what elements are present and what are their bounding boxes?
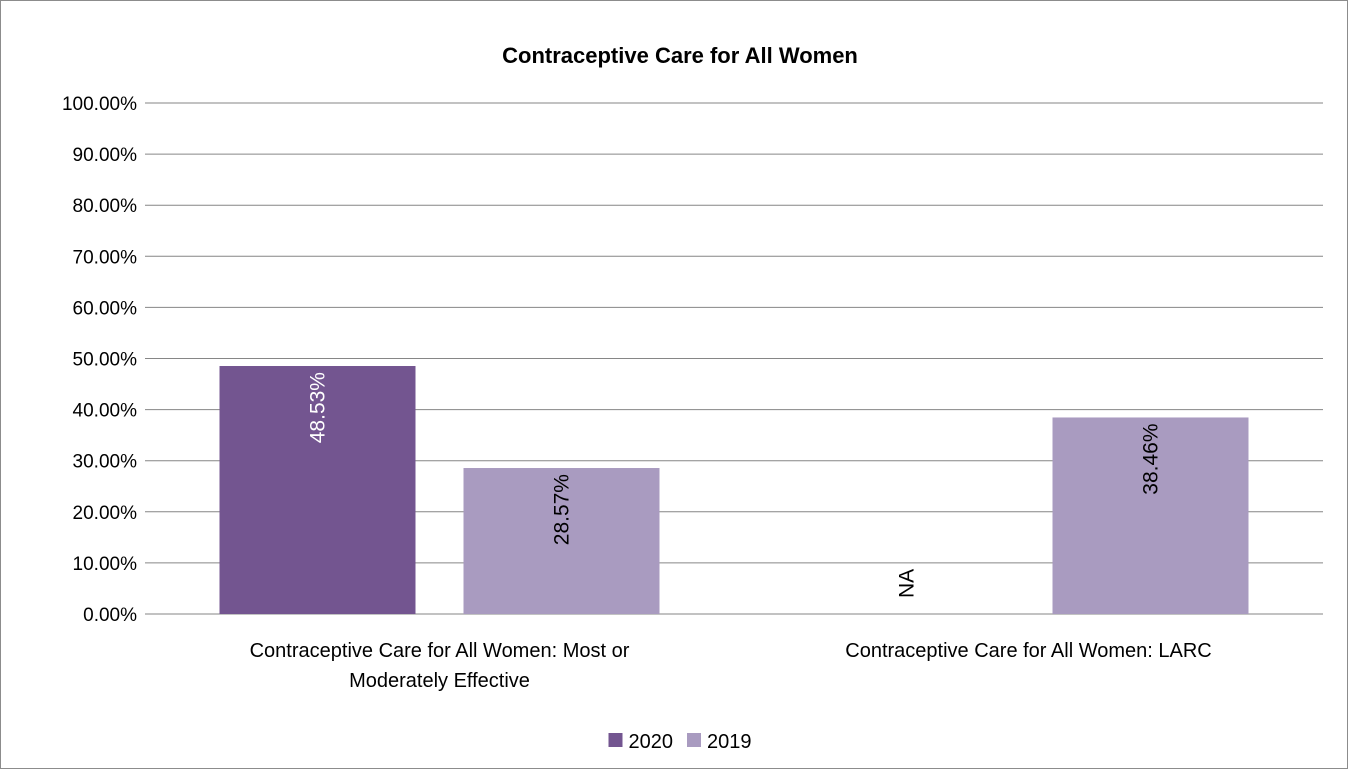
legend-label: 2019 bbox=[707, 731, 752, 753]
y-tick-label: 30.00% bbox=[73, 452, 138, 473]
y-tick-label: 80.00% bbox=[73, 196, 138, 217]
y-tick-label: 70.00% bbox=[73, 247, 138, 268]
y-tick-label: 60.00% bbox=[73, 298, 138, 319]
y-tick-label: 10.00% bbox=[73, 554, 138, 575]
legend: 2020 2019 bbox=[608, 731, 752, 753]
legend-swatch-2020 bbox=[608, 733, 623, 747]
x-category-label: Contraceptive Care for All Women: LARC bbox=[845, 640, 1211, 662]
y-tick-label: 90.00% bbox=[73, 145, 138, 166]
legend-swatch-2019 bbox=[687, 733, 701, 747]
data-label: NA bbox=[896, 569, 919, 598]
y-axis-tick-labels: 0.00% 10.00% 20.00% 30.00% 40.00% 50.00% 60.00… bbox=[62, 94, 137, 626]
chart-title: Contraceptive Care for All Women bbox=[502, 43, 858, 68]
y-tick-label: 20.00% bbox=[73, 503, 138, 524]
data-labels: 48.53% 28.57% NA 38.46% bbox=[307, 372, 1163, 598]
bar-2019 bbox=[463, 468, 660, 614]
x-category-label: Moderately Effective bbox=[349, 670, 530, 692]
y-tick-label: 40.00% bbox=[73, 401, 138, 422]
legend-label: 2020 bbox=[629, 731, 674, 753]
x-axis-category-labels: Contraceptive Care for All Women: Most o… bbox=[250, 640, 1212, 692]
data-label: 48.53% bbox=[307, 372, 330, 443]
data-label: 38.46% bbox=[1140, 423, 1163, 494]
bar-2020 bbox=[219, 366, 416, 614]
x-category-label: Contraceptive Care for All Women: Most o… bbox=[250, 640, 630, 662]
y-tick-label: 0.00% bbox=[83, 605, 137, 626]
bar-2019 bbox=[1052, 417, 1249, 614]
bars bbox=[219, 366, 1249, 614]
data-label: 28.57% bbox=[551, 474, 574, 545]
y-tick-label: 50.00% bbox=[73, 350, 138, 371]
y-tick-label: 100.00% bbox=[62, 94, 137, 115]
